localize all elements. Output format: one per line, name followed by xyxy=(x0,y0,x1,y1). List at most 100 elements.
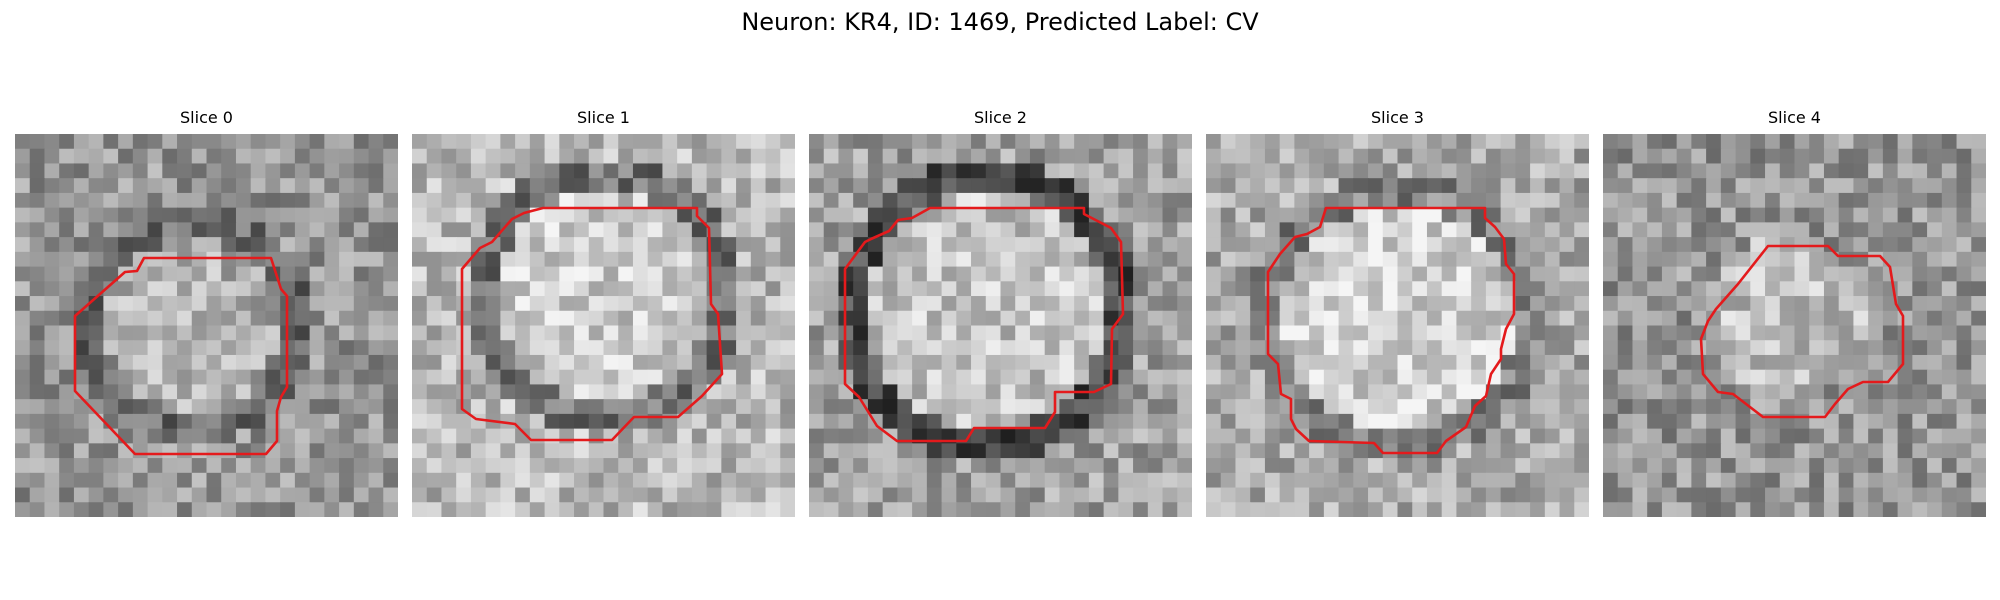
pixel xyxy=(235,458,252,474)
pixel xyxy=(1177,178,1192,194)
pixel xyxy=(1882,222,1899,238)
pixel xyxy=(235,192,252,209)
pixel xyxy=(309,251,325,268)
pixel xyxy=(147,251,163,268)
pixel xyxy=(1617,192,1634,209)
pixel xyxy=(1235,325,1251,341)
pixel xyxy=(647,369,664,386)
pixel xyxy=(1941,222,1958,238)
pixel xyxy=(838,222,854,238)
pixel xyxy=(1309,281,1325,297)
pixel xyxy=(191,487,208,503)
pixel xyxy=(1794,472,1810,489)
pixel xyxy=(1515,163,1531,179)
pixel xyxy=(500,413,516,430)
pixel xyxy=(1294,281,1310,297)
pixel xyxy=(897,281,913,297)
pixel xyxy=(1779,472,1796,489)
pixel xyxy=(59,487,75,503)
pixel xyxy=(1426,384,1443,400)
pixel xyxy=(1059,354,1075,371)
pixel xyxy=(1353,222,1369,238)
pixel xyxy=(1118,134,1134,150)
pixel xyxy=(1720,384,1737,400)
pixel xyxy=(529,443,546,459)
pixel xyxy=(1559,384,1575,400)
pixel xyxy=(265,502,281,517)
pixel xyxy=(1323,134,1340,150)
pixel xyxy=(1397,325,1413,341)
pixel xyxy=(1118,354,1134,371)
pixel xyxy=(1897,428,1913,444)
pixel xyxy=(339,148,355,165)
pixel xyxy=(1868,502,1884,517)
pixel xyxy=(1779,340,1796,356)
pixel xyxy=(103,340,119,356)
pixel xyxy=(956,251,972,268)
pixel xyxy=(441,178,457,194)
pixel xyxy=(1441,178,1458,194)
pixel xyxy=(691,296,708,312)
pixel xyxy=(1632,472,1648,489)
pixel xyxy=(1706,502,1722,517)
pixel xyxy=(177,384,193,400)
pixel xyxy=(1309,340,1325,356)
pixel xyxy=(1074,192,1090,209)
pixel xyxy=(147,369,163,386)
pixel xyxy=(1632,163,1648,179)
pixel xyxy=(1750,296,1766,312)
pixel xyxy=(1338,413,1354,430)
pixel xyxy=(1853,192,1869,209)
pixel xyxy=(618,487,634,503)
pixel xyxy=(677,458,693,474)
pixel xyxy=(1779,178,1796,194)
pixel xyxy=(15,472,31,489)
pixel xyxy=(574,310,590,327)
pixel xyxy=(765,340,781,356)
pixel xyxy=(44,443,60,459)
pixel xyxy=(265,237,281,253)
pixel xyxy=(1735,472,1751,489)
pixel xyxy=(1794,369,1810,386)
pixel xyxy=(823,369,840,386)
pixel xyxy=(59,251,75,268)
pixel xyxy=(1264,502,1281,517)
pixel xyxy=(1574,192,1589,209)
pixel xyxy=(441,237,457,253)
slice-image-3 xyxy=(1206,134,1589,517)
pixel xyxy=(1103,384,1119,400)
pixel xyxy=(1779,487,1796,503)
pixel xyxy=(1559,428,1575,444)
pixel xyxy=(618,163,634,179)
slice-image-4 xyxy=(1603,134,1986,517)
pixel xyxy=(588,266,605,282)
pixel xyxy=(73,354,90,371)
pixel xyxy=(1368,310,1384,327)
pixel xyxy=(1412,266,1428,282)
pixel xyxy=(588,443,605,459)
pixel xyxy=(706,458,722,474)
pixel xyxy=(280,458,296,474)
pixel xyxy=(1353,266,1369,282)
pixel xyxy=(1147,266,1164,282)
pixel xyxy=(309,207,325,223)
pixel xyxy=(412,325,428,341)
pixel xyxy=(1088,281,1105,297)
pixel xyxy=(118,428,134,444)
pixel xyxy=(103,178,119,194)
pixel xyxy=(1471,340,1487,356)
pixel xyxy=(1838,354,1855,371)
pixel xyxy=(1074,472,1090,489)
pixel xyxy=(1941,251,1958,268)
pixel xyxy=(103,369,119,386)
pixel xyxy=(926,148,943,165)
pixel xyxy=(1044,502,1061,517)
pixel xyxy=(1956,192,1972,209)
pixel xyxy=(1882,443,1899,459)
pixel xyxy=(1544,310,1561,327)
pixel xyxy=(1353,148,1369,165)
pixel xyxy=(515,428,531,444)
pixel xyxy=(29,472,46,489)
pixel xyxy=(750,266,767,282)
pixel xyxy=(73,502,90,517)
